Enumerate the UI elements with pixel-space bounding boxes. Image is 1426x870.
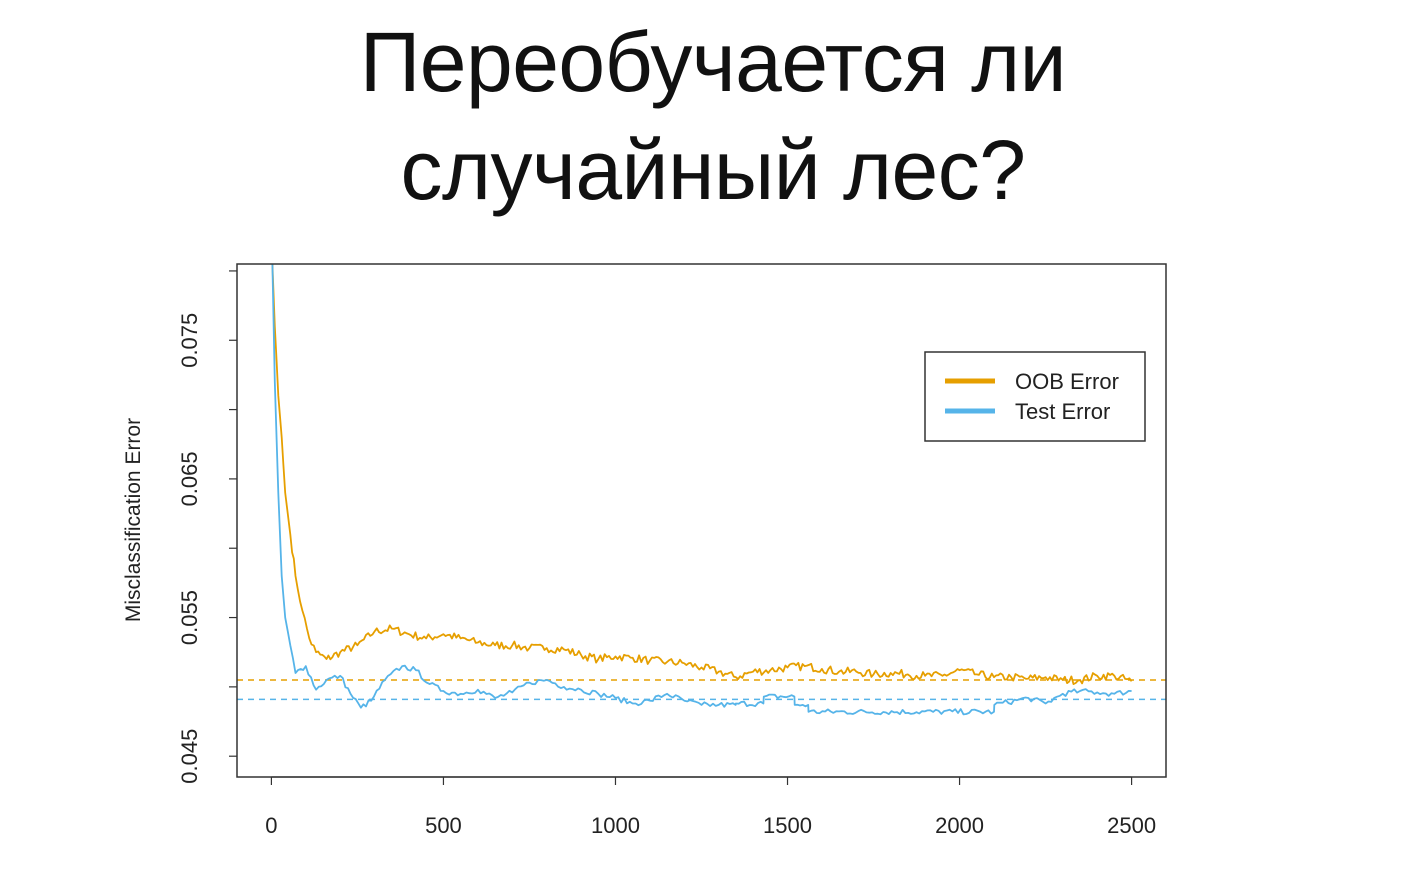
x-tick-label: 500 bbox=[425, 813, 462, 838]
y-axis: 0.045 0.055 0.065 0.075 bbox=[177, 270, 237, 784]
y-tick-label: 0.045 bbox=[177, 729, 202, 784]
slide-title-line-2: случайный лес? bbox=[400, 123, 1026, 217]
series-line-oob bbox=[271, 263, 1133, 685]
y-axis-label: Misclassification Error bbox=[122, 418, 145, 622]
y-tick-label: 0.075 bbox=[177, 313, 202, 368]
slide-title-line-1: Переобучается ли bbox=[359, 15, 1067, 109]
legend-label-oob: OOB Error bbox=[1015, 369, 1119, 394]
series-line-test bbox=[271, 263, 1132, 716]
reference-lines bbox=[237, 679, 1166, 701]
slide-title: Переобучается ли случайный лес? bbox=[0, 8, 1426, 224]
y-tick-label: 0.065 bbox=[177, 451, 202, 506]
x-tick-label: 2000 bbox=[935, 813, 984, 838]
x-tick-label: 1500 bbox=[763, 813, 812, 838]
x-tick-label: 1000 bbox=[591, 813, 640, 838]
legend-label-test: Test Error bbox=[1015, 399, 1110, 424]
x-tick-label: 2500 bbox=[1107, 813, 1156, 838]
y-tick-label: 0.055 bbox=[177, 590, 202, 645]
x-axis: 0 500 1000 1500 2000 2500 bbox=[265, 776, 1156, 838]
series-lines bbox=[271, 263, 1133, 716]
legend: OOB Error Test Error bbox=[924, 351, 1146, 442]
legend-box bbox=[924, 351, 1146, 442]
x-tick-label: 0 bbox=[265, 813, 277, 838]
